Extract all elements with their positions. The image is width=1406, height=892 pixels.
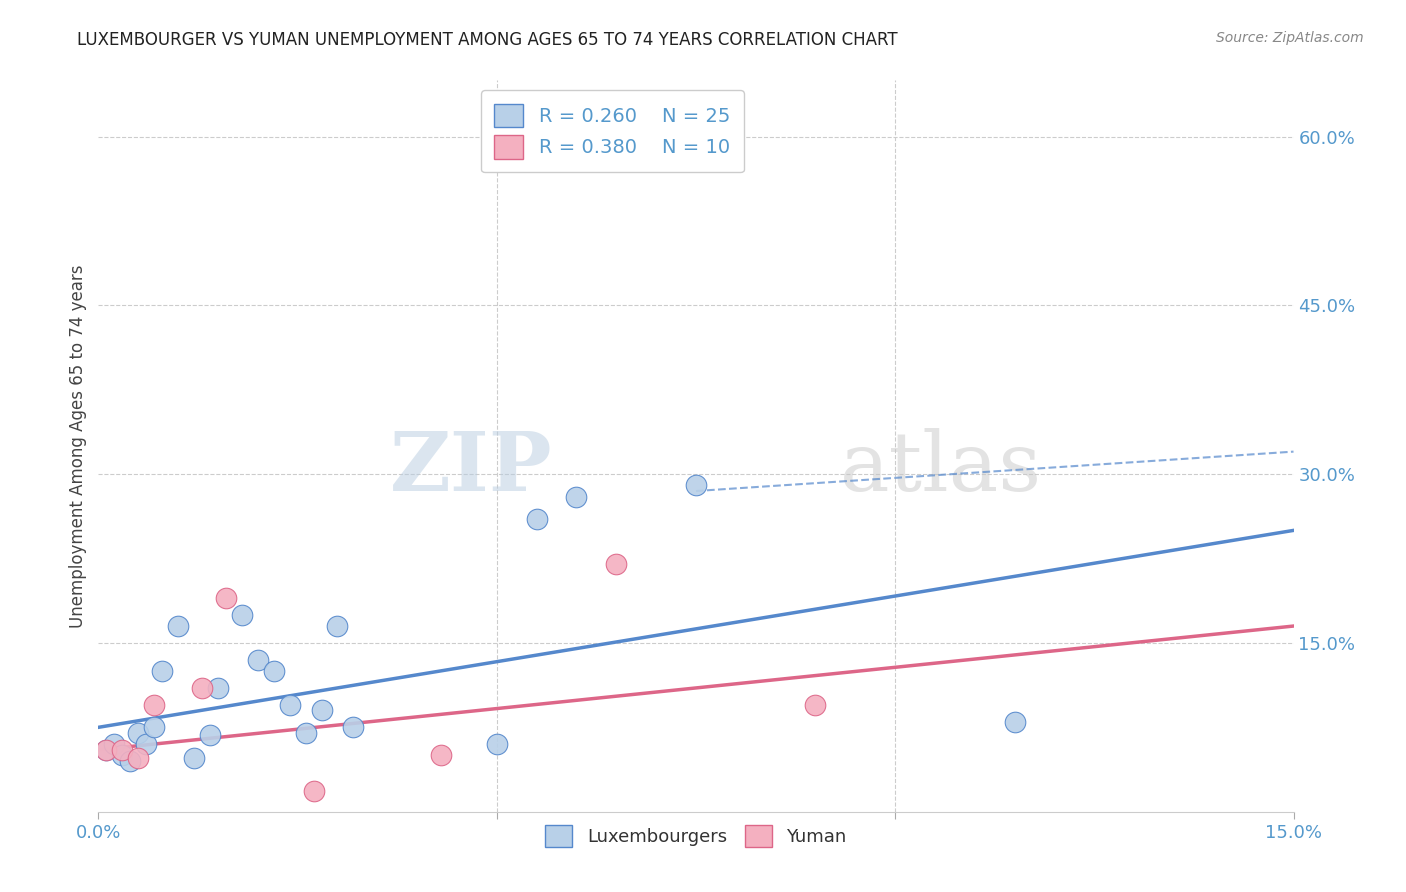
- Point: [127, 750, 149, 764]
- Point: [143, 698, 166, 712]
- Point: [302, 784, 325, 798]
- Point: [198, 728, 221, 742]
- Point: [96, 743, 118, 757]
- Point: [565, 490, 588, 504]
- Point: [167, 619, 190, 633]
- Text: ZIP: ZIP: [389, 428, 553, 508]
- Point: [120, 754, 142, 768]
- Point: [231, 607, 253, 622]
- Text: Source: ZipAtlas.com: Source: ZipAtlas.com: [1216, 31, 1364, 45]
- Text: LUXEMBOURGER VS YUMAN UNEMPLOYMENT AMONG AGES 65 TO 74 YEARS CORRELATION CHART: LUXEMBOURGER VS YUMAN UNEMPLOYMENT AMONG…: [77, 31, 898, 49]
- Point: [191, 681, 214, 695]
- Point: [111, 743, 134, 757]
- Point: [96, 743, 118, 757]
- Point: [207, 681, 229, 695]
- Point: [294, 726, 316, 740]
- Point: [150, 664, 173, 678]
- Point: [103, 737, 125, 751]
- Point: [430, 748, 453, 763]
- Text: atlas: atlas: [839, 428, 1042, 508]
- Y-axis label: Unemployment Among Ages 65 to 74 years: Unemployment Among Ages 65 to 74 years: [69, 264, 87, 628]
- Point: [311, 703, 333, 717]
- Point: [1004, 714, 1026, 729]
- Point: [326, 619, 349, 633]
- Point: [111, 748, 134, 763]
- Legend: Luxembourgers, Yuman: Luxembourgers, Yuman: [538, 817, 853, 854]
- Point: [804, 698, 827, 712]
- Point: [215, 591, 238, 605]
- Point: [127, 726, 149, 740]
- Point: [135, 737, 157, 751]
- Point: [605, 557, 627, 571]
- Point: [685, 478, 707, 492]
- Point: [526, 512, 548, 526]
- Point: [246, 653, 269, 667]
- Point: [342, 720, 364, 734]
- Point: [278, 698, 301, 712]
- Point: [183, 750, 205, 764]
- Point: [485, 737, 508, 751]
- Point: [143, 720, 166, 734]
- Point: [263, 664, 285, 678]
